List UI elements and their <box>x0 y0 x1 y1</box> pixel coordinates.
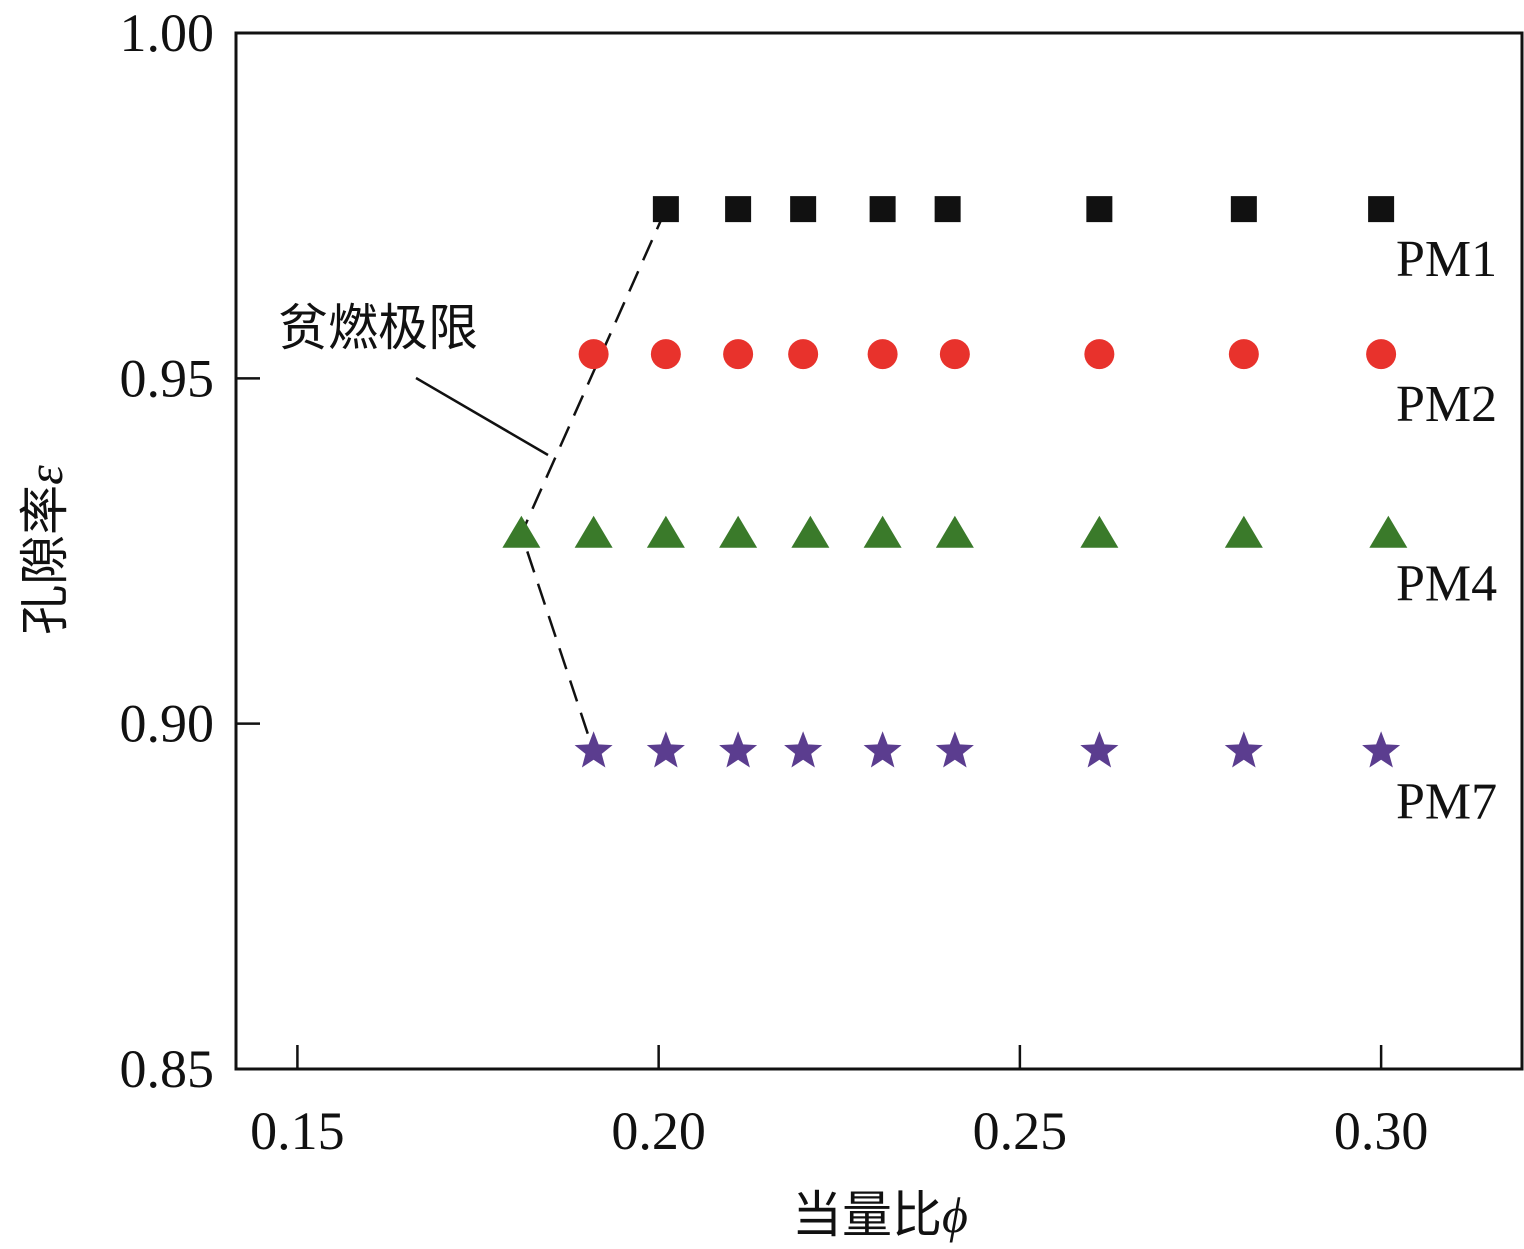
series-markers <box>502 196 1408 768</box>
pm4-point <box>863 515 902 548</box>
pm1-point <box>1086 196 1113 223</box>
pm2-point <box>723 339 754 370</box>
x-tick-label: 0.30 <box>1334 1101 1429 1161</box>
pm7-point <box>719 731 758 768</box>
pm7-point <box>935 731 974 768</box>
y-tick-label: 0.90 <box>120 694 215 754</box>
pm2-point <box>788 339 819 370</box>
pm2-point <box>939 339 970 370</box>
lean-limit-curve <box>520 208 668 752</box>
pm1-point <box>1230 196 1257 223</box>
pm4-point <box>719 515 758 548</box>
pm4-point <box>1224 515 1263 548</box>
pm2-point <box>650 339 681 370</box>
series-label-pm2: PM2 <box>1396 376 1497 433</box>
annotation-leader-line <box>415 376 549 457</box>
pm1-point <box>790 196 817 223</box>
x-axis-title-text: 当量比 <box>792 1186 942 1244</box>
pm4-point <box>791 515 830 548</box>
x-tick-label: 0.25 <box>973 1101 1068 1161</box>
pm2-point <box>1228 339 1259 370</box>
pm1-point <box>934 196 961 223</box>
lean-limit-annotation: 贫燃极限 <box>278 299 478 357</box>
y-tick-label: 0.85 <box>120 1039 215 1099</box>
x-tick-label: 0.15 <box>250 1101 345 1161</box>
x-axis-title-symbol: ϕ <box>942 1187 968 1243</box>
x-axis-title: 当量比ϕ <box>792 1186 968 1244</box>
series-labels: PM1 PM2 PM4 PM7 <box>1396 231 1497 830</box>
x-axis-ticks: 0.15 0.20 0.25 0.30 <box>250 1045 1428 1161</box>
y-axis-ticks: 0.85 0.90 0.95 1.00 <box>120 3 260 1099</box>
y-axis-title: 孔隙率ε <box>16 465 74 635</box>
pm2-point <box>578 339 609 370</box>
pm4-point <box>935 515 974 548</box>
series-label-pm7: PM7 <box>1396 773 1497 830</box>
series-label-pm4: PM4 <box>1396 556 1497 613</box>
pm2-point <box>867 339 898 370</box>
pm7-point <box>784 731 823 768</box>
pm7-point <box>1080 731 1119 768</box>
pm7-point <box>574 731 613 768</box>
pm1-point <box>652 196 679 223</box>
pm4-point <box>1369 515 1408 548</box>
pm7-point <box>1224 731 1263 768</box>
x-tick-label: 0.20 <box>611 1101 706 1161</box>
pm7-point <box>863 731 902 768</box>
y-tick-label: 1.00 <box>120 3 215 63</box>
pm4-point <box>502 515 541 548</box>
pm1-point <box>1368 196 1395 223</box>
pm7-point <box>646 731 685 768</box>
pm1-point <box>725 196 752 223</box>
pm4-point <box>1080 515 1119 548</box>
pm4-point <box>574 515 613 548</box>
y-axis-title-symbol: ε <box>17 465 73 485</box>
pm7-point <box>1362 731 1401 768</box>
pm2-point <box>1084 339 1115 370</box>
pm2-point <box>1366 339 1397 370</box>
y-axis-title-text: 孔隙率 <box>16 485 74 635</box>
series-label-pm1: PM1 <box>1396 231 1497 288</box>
pm4-point <box>646 515 685 548</box>
plot-frame <box>234 31 1524 1071</box>
pm1-point <box>869 196 896 223</box>
y-tick-label: 0.95 <box>120 348 215 408</box>
